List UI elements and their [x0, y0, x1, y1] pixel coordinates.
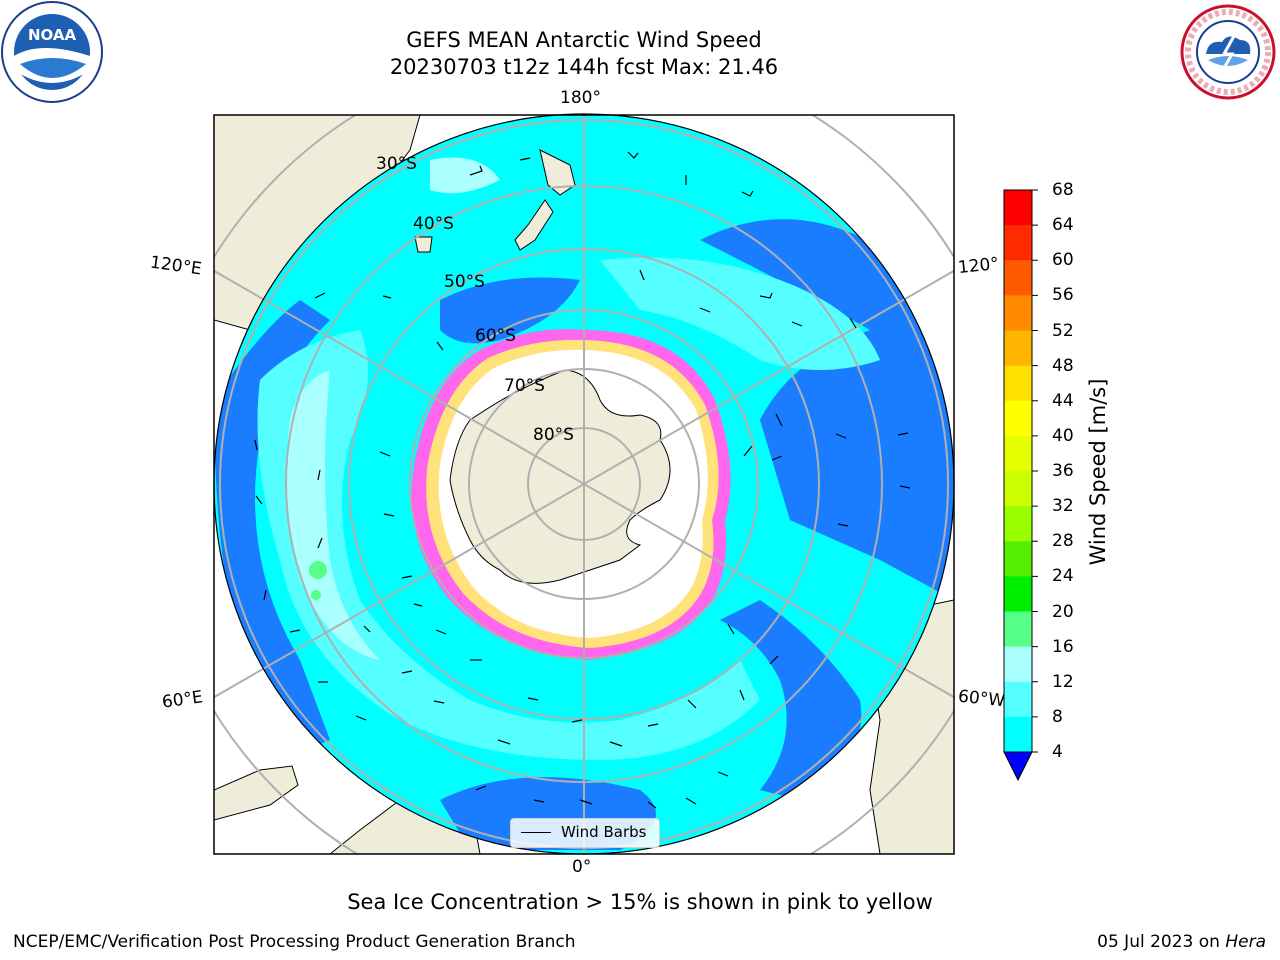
legend-line-swatch: [521, 832, 551, 833]
colorbar-tick-label: 24: [1052, 566, 1074, 587]
new-zealand-land: [539, 149, 576, 196]
footer-date: 05 Jul 2023 on Hera: [1097, 932, 1266, 952]
lon-label-0: 0°: [572, 857, 592, 877]
lat-label-80s: 80°S: [533, 425, 574, 445]
wind-band-20-24: [309, 561, 327, 579]
wind-band-16-20-south: [430, 157, 500, 194]
colorbar-tick-label: 48: [1052, 355, 1074, 376]
footer-date-text: 05 Jul 2023 on: [1097, 932, 1226, 952]
lat-label-50s: 50°S: [444, 272, 485, 292]
lon-label-120w: 120°: [957, 253, 1000, 279]
lat-label-30s: 30°S: [376, 154, 417, 174]
colorbar-tick-label: 16: [1052, 636, 1074, 657]
colorbar-tick-label: 44: [1052, 390, 1074, 411]
colorbar-tick-label: 68: [1052, 180, 1074, 200]
colorbar-tick-label: 56: [1052, 285, 1074, 306]
wind-barbs: [254, 151, 911, 809]
noaa-logo-text: NOAA: [28, 26, 77, 44]
legend-label: Wind Barbs: [561, 823, 647, 841]
colorbar-tick-label: 32: [1052, 496, 1074, 517]
wind-band-4-8-pacific: [440, 277, 580, 344]
noaa-logo: NOAA: [0, 0, 104, 104]
colorbar-tick-label: 40: [1052, 425, 1074, 446]
footer-credit: NCEP/EMC/Verification Post Processing Pr…: [13, 932, 576, 952]
wind-band-12-16-indian: [257, 330, 760, 760]
lat-label-60s: 60°S: [475, 326, 516, 346]
chart-title: GEFS MEAN Antarctic Wind Speed: [406, 28, 762, 52]
colorbar-tick-label: 60: [1052, 250, 1074, 271]
wind-band-4-8-east: [700, 219, 954, 600]
footer-system: Hera: [1225, 932, 1266, 952]
lat-label-70s: 70°S: [504, 376, 545, 396]
colorbar-label: Wind Speed [m/s]: [1086, 378, 1110, 566]
wind-band-12-16-pacific: [600, 257, 880, 370]
colorbar-tick-label: 28: [1052, 531, 1074, 552]
sea-ice-caption: Sea Ice Concentration > 15% is shown in …: [347, 890, 933, 914]
wind-barbs-legend: Wind Barbs: [510, 818, 660, 848]
colorbar-tick-label: 36: [1052, 461, 1074, 481]
nws-logo: [1178, 2, 1278, 102]
lat-label-40s: 40°S: [413, 214, 454, 234]
lon-label-180: 180°: [560, 88, 601, 108]
madagascar-land: [214, 765, 299, 821]
colorbar-tick-label: 52: [1052, 320, 1074, 341]
colorbar-tick-label: 64: [1052, 215, 1074, 236]
colorbar-tick-label: 12: [1052, 671, 1074, 692]
colorbar-tick-label: 20: [1052, 601, 1074, 622]
chart-subtitle: 20230703 t12z 144h fcst Max: 21.46: [389, 55, 779, 79]
colorbar-tick-label: 8: [1052, 706, 1063, 727]
colorbar-tick-label: 4: [1052, 742, 1063, 762]
wind-band-16-20: [286, 370, 380, 660]
